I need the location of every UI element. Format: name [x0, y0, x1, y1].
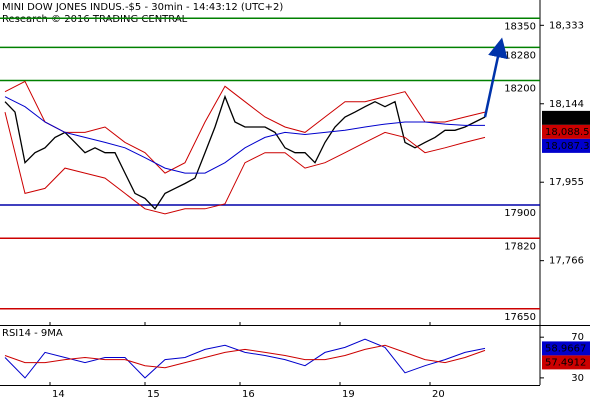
y-tick-label: 30 — [571, 373, 584, 384]
level-label: 17900 — [504, 208, 536, 219]
current-value-box — [542, 110, 590, 125]
current-value-label: 18,088.5 — [545, 127, 590, 138]
series-line — [4, 338, 486, 379]
level-label: 17650 — [504, 312, 536, 323]
level-label: 18350 — [504, 21, 536, 32]
x-tick-label: 14 — [52, 389, 65, 400]
chart-subtitle: Research © 2016 TRADING CENTRAL — [2, 14, 188, 25]
current-value-box — [542, 341, 590, 356]
current-value-box — [542, 138, 590, 153]
level-label: 18280 — [504, 50, 536, 61]
y-tick-label: 17,766 — [549, 256, 584, 267]
series-line — [4, 94, 486, 210]
current-value-label: 57.4912 — [545, 357, 586, 368]
x-tick-label: 19 — [342, 389, 355, 400]
x-tick-label: 16 — [242, 389, 255, 400]
plot-background — [0, 0, 540, 385]
current-value-label: 18,110 — [545, 113, 580, 124]
y-tick-label: 70 — [571, 332, 584, 343]
series-line — [4, 80, 486, 174]
level-label: 17820 — [504, 241, 536, 252]
y-tick-label: 18,333 — [549, 20, 584, 31]
current-value-box — [542, 124, 590, 139]
y-tick-label: 17,955 — [549, 177, 584, 188]
y-tick-label: 18,144 — [549, 99, 584, 110]
x-tick-label: 20 — [432, 389, 445, 400]
forecast-arrow — [483, 37, 508, 118]
level-label: 18200 — [504, 84, 536, 95]
chart-title: MINI DOW JONES INDUS.-$5 - 30min - 14:43… — [2, 2, 283, 13]
series-line — [4, 96, 485, 174]
current-value-label: 18,087.3 — [545, 141, 590, 152]
series-line — [4, 111, 486, 215]
panel-title: RSI14 - 9MA — [2, 328, 63, 339]
current-value-label: 58.9667 — [545, 343, 586, 354]
x-tick-label: 15 — [147, 389, 160, 400]
current-value-box — [542, 355, 590, 370]
series-line — [4, 344, 486, 369]
